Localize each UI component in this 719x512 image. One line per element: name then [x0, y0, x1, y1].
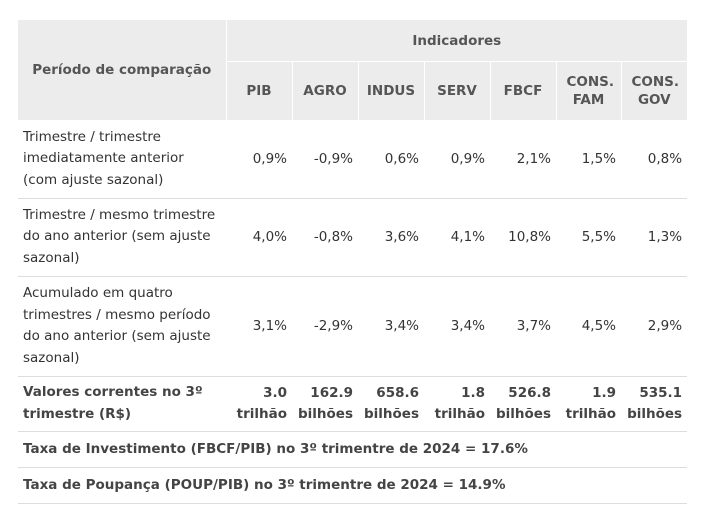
cell-value: 1,3% — [621, 198, 688, 277]
cell-value: 3,4% — [358, 276, 424, 377]
table-row: Acumulado em quatro trimestres / mesmo p… — [18, 276, 688, 377]
row-label: Trimestre / trimestre imediatamente ante… — [18, 120, 226, 199]
cell-value: 0,8% — [621, 120, 688, 199]
table-row: Trimestre / trimestre imediatamente ante… — [18, 120, 688, 199]
cell-value: 2,1% — [490, 120, 556, 199]
header-indicators: Indicadores — [226, 20, 688, 62]
row-label: Acumulado em quatro trimestres / mesmo p… — [18, 276, 226, 377]
header-col-pib: PIB — [226, 61, 293, 120]
cell-value: -0,8% — [292, 198, 358, 277]
header-col-fbcf: FBCF — [490, 61, 557, 120]
cell-value: 1.8 trilhão — [424, 376, 490, 432]
table-row: Trimestre / mesmo trimestre do ano anter… — [18, 198, 688, 277]
header-col-cons-gov: CONS. GOV — [631, 74, 680, 108]
indicators-table: Período de comparação Indicadores PIB AG… — [18, 20, 688, 504]
header-col-serv: SERV — [424, 61, 491, 120]
cell-value: 0,6% — [358, 120, 424, 199]
header-col-cons-fam: CONS. FAM — [556, 61, 622, 120]
header-period: Período de comparação — [18, 20, 227, 120]
cell-value: 526.8 bilhões — [490, 376, 556, 432]
cell-value: 0,9% — [226, 120, 292, 199]
table-row: Valores correntes no 3º trimestre (R$) 3… — [18, 376, 688, 432]
cell-value: -0,9% — [292, 120, 358, 199]
cell-value: 535.1 bilhões — [621, 376, 688, 432]
cell-value: 3,4% — [424, 276, 490, 377]
cell-value: 1,5% — [556, 120, 621, 199]
cell-value: 4,0% — [226, 198, 292, 277]
cell-value: 5,5% — [556, 198, 621, 277]
cell-value: 10,8% — [490, 198, 556, 277]
footnote-row: Taxa de Investimento (FBCF/PIB) no 3º tr… — [18, 431, 688, 468]
cell-value: 3,6% — [358, 198, 424, 277]
cell-value: 3.0 trilhão — [226, 376, 292, 432]
cell-value: 1.9 trilhão — [556, 376, 621, 432]
cell-value: 0,9% — [424, 120, 490, 199]
header-col-indus: INDUS — [358, 61, 425, 120]
investment-rate-note: Taxa de Investimento (FBCF/PIB) no 3º tr… — [18, 431, 688, 468]
cell-value: 162.9 bilhões — [292, 376, 358, 432]
savings-rate-note: Taxa de Poupança (POUP/PIB) no 3º trimen… — [18, 467, 688, 504]
cell-value: -2,9% — [292, 276, 358, 377]
cell-value: 658.6 bilhões — [358, 376, 424, 432]
row-label: Trimestre / mesmo trimestre do ano anter… — [18, 198, 226, 277]
cell-value: 2,9% — [621, 276, 688, 377]
header-col-agro: AGRO — [292, 61, 359, 120]
cell-value: 3,1% — [226, 276, 292, 377]
cell-value: 4,5% — [556, 276, 621, 377]
row-label: Valores correntes no 3º trimestre (R$) — [18, 376, 226, 432]
cell-value: 4,1% — [424, 198, 490, 277]
cell-value: 3,7% — [490, 276, 556, 377]
footnote-row: Taxa de Poupança (POUP/PIB) no 3º trimen… — [18, 467, 688, 504]
